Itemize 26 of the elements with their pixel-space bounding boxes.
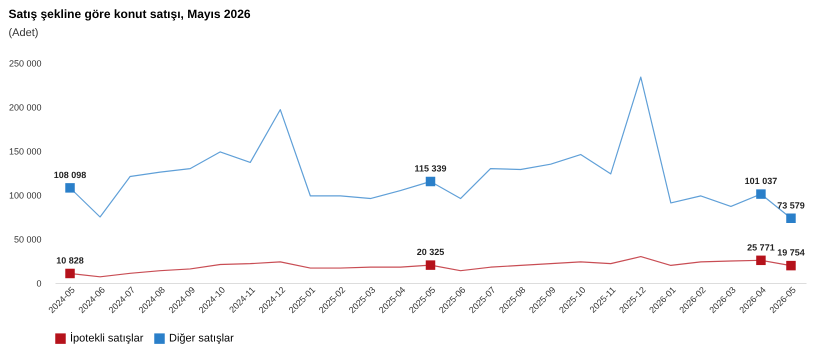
point bbox=[786, 214, 796, 223]
point bbox=[426, 260, 436, 270]
point bbox=[756, 189, 766, 199]
data-label: 20 325 bbox=[416, 247, 444, 258]
point bbox=[786, 260, 796, 270]
y-tick-label: 150 000 bbox=[8, 146, 42, 156]
point bbox=[65, 268, 75, 278]
point bbox=[756, 256, 766, 266]
point bbox=[65, 183, 75, 193]
legend-label: Diğer satışlar bbox=[169, 332, 234, 345]
data-label: 19 754 bbox=[777, 248, 805, 258]
point bbox=[426, 176, 436, 186]
data-label: 10 828 bbox=[56, 255, 84, 266]
y-tick-label: 0 bbox=[36, 278, 42, 288]
chart-title: Satış şekline göre konut satışı, Mayıs 2026 bbox=[8, 7, 251, 21]
y-tick-label: 250 000 bbox=[8, 58, 42, 68]
data-label: 115 339 bbox=[414, 164, 447, 174]
y-tick-label: 200 000 bbox=[8, 102, 42, 112]
data-label: 108 098 bbox=[54, 170, 86, 180]
data-label: 25 771 bbox=[747, 242, 775, 252]
data-label: 101 037 bbox=[744, 176, 778, 186]
legend-label: İpotekli satışlar bbox=[70, 332, 144, 345]
chart-subtitle: (Adet) bbox=[8, 27, 38, 39]
y-tick-label: 50 000 bbox=[14, 234, 42, 244]
y-tick-label: 100 000 bbox=[8, 190, 42, 200]
data-label: 73 579 bbox=[777, 200, 805, 210]
